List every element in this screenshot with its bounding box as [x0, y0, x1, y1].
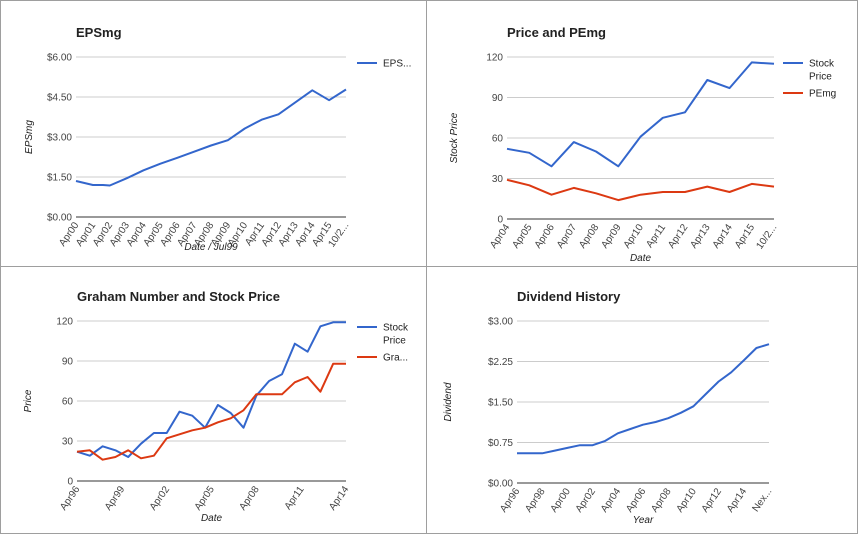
x-tick-label: 10/2...	[754, 222, 779, 251]
x-tick-label: Apr04	[488, 222, 513, 251]
x-tick-label: Apr02	[574, 486, 599, 515]
y-tick-label: $0.00	[47, 213, 72, 224]
x-axis-title: Date / Jul99	[184, 242, 238, 253]
y-tick-label: $1.50	[47, 173, 72, 184]
dividend-chart-panel: Dividend History $0.00 $0.75 $1.50 $2.25 $3.0…	[426, 266, 858, 534]
x-tick-label: Apr02	[148, 484, 173, 513]
y-axis-title: Dividend	[443, 382, 454, 421]
x-tick-label: Apr96	[58, 484, 83, 513]
x-tick-label: Apr08	[237, 484, 262, 513]
x-tick-label: Apr08	[577, 222, 602, 251]
y-axis-title: EPSmg	[24, 120, 35, 154]
series-line-pemg	[506, 178, 775, 202]
x-tick-label: Apr08	[649, 486, 674, 515]
y-tick-label: 60	[62, 397, 74, 408]
x-tick-label: Apr10	[675, 486, 700, 515]
x-tick-label: Nex...	[750, 486, 774, 514]
legend-label-pemg: PEmg	[809, 89, 836, 100]
y-axis-title: Price	[23, 389, 34, 412]
y-tick-label: 120	[56, 317, 73, 328]
x-tick-label: Apr14	[711, 222, 736, 251]
eps-chart: EPSmg$0.00$1.50$3.00$4.50$6.00Apr00Apr01…	[24, 25, 411, 253]
legend-label-stock-price: Stock Price	[809, 59, 835, 83]
x-tick-label: Apr13	[688, 222, 713, 251]
price-pe-chart: Price and PEmg0306090120Apr04Apr05Apr06A…	[449, 25, 836, 264]
legend-label-eps: EPS...	[383, 59, 411, 70]
chart-title: EPSmg	[76, 25, 122, 40]
chart-title: Graham Number and Stock Price	[77, 289, 280, 304]
x-tick-label: Apr06	[533, 222, 558, 251]
x-tick-label: Apr05	[510, 222, 535, 251]
chart-title: Dividend History	[517, 289, 621, 304]
y-tick-label: 60	[492, 134, 504, 145]
series-line-eps	[75, 88, 347, 187]
x-tick-label: Apr15	[733, 222, 758, 251]
y-tick-label: 90	[492, 93, 504, 104]
x-tick-label: Apr96	[498, 486, 523, 515]
x-axis-title: Date	[201, 513, 223, 524]
x-axis-title: Year	[633, 515, 654, 526]
series-line-stock-price	[76, 321, 346, 458]
x-tick-label: Apr10	[622, 222, 647, 251]
price-pe-chart-panel: Price and PEmg 0 30 60 90 120 Apr04 Apr05 Apr06 A…	[426, 0, 858, 268]
y-tick-label: $3.00	[488, 317, 513, 328]
x-tick-label: Apr07	[555, 222, 580, 251]
x-tick-label: Apr98	[523, 486, 548, 515]
x-tick-label: Apr06	[624, 486, 649, 515]
eps-chart-panel: EPSmg $0.00 $1.50 $3.00 $4.50 $6.00 Apr00 Apr01…	[0, 0, 428, 268]
y-axis-title: Stock Price	[449, 112, 460, 163]
y-tick-label: $6.00	[47, 53, 72, 64]
y-tick-label: 30	[492, 174, 504, 185]
y-tick-label: 90	[62, 357, 74, 368]
dividend-chart: Dividend History $0.00 $0.75 $1.50 $2.25 $3.0…	[443, 289, 774, 526]
y-tick-label: $0.00	[488, 479, 513, 490]
graham-chart: Graham Number and Stock Price 0 30 60 90 120 A…	[23, 289, 409, 524]
y-tick-label: 120	[486, 53, 503, 64]
x-tick-label: Apr00	[549, 486, 574, 515]
series-line-gra	[76, 362, 346, 461]
series-line-dividend	[517, 343, 770, 455]
y-tick-label: $3.00	[47, 133, 72, 144]
graham-chart-panel: Graham Number and Stock Price 0 30 60 90 120 A…	[0, 266, 428, 534]
x-tick-label: Apr99	[103, 484, 128, 513]
x-tick-label: Apr14	[327, 484, 352, 513]
x-tick-label: Apr14	[725, 486, 750, 515]
x-tick-label: Apr05	[193, 484, 218, 513]
y-tick-label: 0	[497, 215, 503, 226]
x-tick-label: Apr09	[599, 222, 624, 251]
y-tick-label: $4.50	[47, 93, 72, 104]
y-tick-label: $2.25	[488, 357, 513, 368]
y-tick-label: $0.75	[488, 438, 513, 449]
legend-label-stock-price: Stock Price	[383, 323, 409, 347]
series-line-stock-price	[506, 61, 775, 168]
legend-label-gra: Gra...	[383, 353, 408, 364]
x-tick-label: Apr11	[283, 484, 307, 512]
chart-title: Price and PEmg	[507, 25, 606, 40]
y-tick-label: 30	[62, 437, 74, 448]
y-tick-label: 0	[67, 477, 73, 488]
x-tick-label: Apr12	[700, 486, 725, 515]
x-tick-label: Apr04	[599, 486, 624, 515]
x-axis-title: Date	[630, 253, 652, 264]
x-tick-label: Apr11	[644, 222, 668, 250]
y-tick-label: $1.50	[488, 398, 513, 409]
x-tick-label: Apr12	[666, 222, 691, 251]
